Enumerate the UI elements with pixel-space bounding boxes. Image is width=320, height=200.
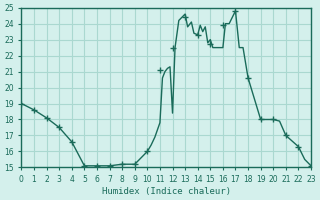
X-axis label: Humidex (Indice chaleur): Humidex (Indice chaleur) <box>102 187 231 196</box>
